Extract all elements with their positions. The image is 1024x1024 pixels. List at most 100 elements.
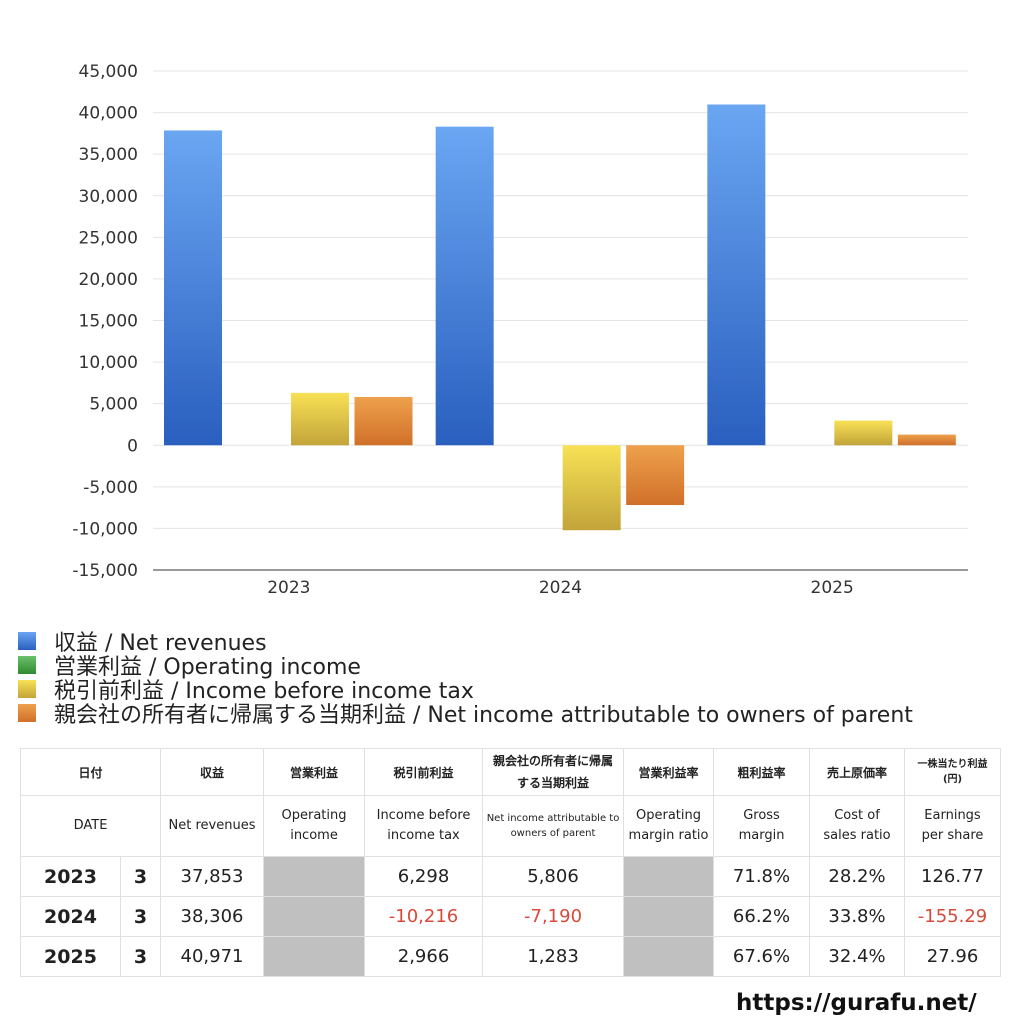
legend-item-net-revenues: 収益 / Net revenues bbox=[18, 629, 913, 656]
cell-month: 3 bbox=[119, 856, 162, 897]
legend-item-operating-income: 営業利益 / Operating income bbox=[18, 653, 913, 680]
header-cost-ja: 売上原価率 bbox=[809, 748, 906, 796]
header-date-ja: 日付 bbox=[19, 748, 162, 796]
header-operating-en: Operating income bbox=[263, 795, 366, 857]
y-tick-label: 40,000 bbox=[79, 104, 138, 124]
header-eps-ja: 一株当たり利益(円) bbox=[904, 748, 1002, 796]
cell-gross: 71.8% bbox=[713, 856, 811, 897]
header-net-en: Net income attributable to owners of par… bbox=[482, 795, 625, 857]
cell-month: 3 bbox=[119, 896, 162, 937]
cell-eps: 126.77 bbox=[904, 856, 1002, 897]
header-net-ja: 親会社の所有者に帰属する当期利益 bbox=[482, 748, 625, 796]
header-gross-ja: 粗利益率 bbox=[713, 748, 811, 796]
cell-operating bbox=[263, 856, 366, 897]
header-pretax-en: Income before income tax bbox=[364, 795, 484, 857]
header-eps-en-text: Earnings per share bbox=[921, 808, 984, 843]
table-row: 2023 3 37,853 6,298 5,806 71.8% 28.2% 12… bbox=[20, 856, 1002, 897]
cell-cost: 28.2% bbox=[809, 856, 906, 897]
header-cost-en-text: Cost of sales ratio bbox=[823, 808, 891, 843]
header-eps-ja-text: 一株当たり利益(円) bbox=[917, 759, 988, 785]
y-tick-label: 45,000 bbox=[79, 62, 138, 82]
cell-op-margin bbox=[623, 896, 715, 937]
bar-chart: 45,000 40,000 35,000 30,000 25,000 20,000 15,0… bbox=[72, 62, 968, 598]
header-op-margin-en: Operating margin ratio bbox=[623, 795, 715, 857]
bar-net-income-parent bbox=[897, 434, 956, 446]
x-tick-label: 2024 bbox=[539, 578, 582, 598]
cell-op-margin bbox=[623, 856, 715, 897]
header-revenue-ja: 収益 bbox=[160, 748, 265, 796]
legend-swatch-green bbox=[18, 656, 36, 674]
y-tick-label: 35,000 bbox=[79, 145, 138, 165]
header-op-margin-ja: 営業利益率 bbox=[623, 748, 715, 796]
cell-gross: 66.2% bbox=[713, 896, 811, 937]
legend-swatch-orange bbox=[18, 704, 36, 722]
cell-operating bbox=[263, 896, 366, 937]
cell-cost: 32.4% bbox=[809, 936, 906, 977]
cell-pretax: 6,298 bbox=[364, 856, 484, 897]
cell-revenue: 38,306 bbox=[160, 896, 265, 937]
cell-gross: 67.6% bbox=[713, 936, 811, 977]
cell-net: -7,190 bbox=[482, 896, 625, 937]
y-tick-label: 20,000 bbox=[79, 270, 138, 290]
legend-label: 親会社の所有者に帰属する当期利益 / Net income attributab… bbox=[54, 703, 913, 728]
table-row: 2024 3 38,306 -10,216 -7,190 66.2% 33.8%… bbox=[20, 896, 1002, 937]
legend-swatch-blue bbox=[18, 632, 36, 650]
y-tick-label: 10,000 bbox=[79, 353, 138, 373]
header-net-en-text: Net income attributable to owners of par… bbox=[486, 813, 620, 839]
header-gross-en-text: Gross margin bbox=[738, 808, 785, 843]
header-revenue-en: Net revenues bbox=[160, 795, 265, 857]
header-gross-en: Gross margin bbox=[713, 795, 811, 857]
header-operating-en-text: Operating income bbox=[281, 808, 347, 843]
header-row-en: DATE Net revenues Operating income Incom… bbox=[19, 795, 1002, 857]
y-tick-label: -15,000 bbox=[72, 561, 138, 581]
cell-operating bbox=[263, 936, 366, 977]
cell-eps: 27.96 bbox=[904, 936, 1002, 977]
legend-item-income-before-tax: 税引前利益 / Income before income tax bbox=[18, 677, 913, 704]
cell-revenue: 37,853 bbox=[160, 856, 265, 897]
bar-net-income-parent bbox=[626, 445, 685, 506]
x-tick-label: 2025 bbox=[811, 578, 854, 598]
cell-year: 2025 bbox=[20, 936, 121, 977]
header-cost-en: Cost of sales ratio bbox=[809, 795, 906, 857]
y-tick-label: 30,000 bbox=[79, 187, 138, 207]
cell-pretax: 2,966 bbox=[364, 936, 484, 977]
cell-year: 2024 bbox=[20, 896, 121, 937]
cell-month: 3 bbox=[119, 936, 162, 977]
header-op-margin-en-text: Operating margin ratio bbox=[628, 808, 709, 843]
y-tick-label: 25,000 bbox=[79, 228, 138, 248]
cell-net: 5,806 bbox=[482, 856, 625, 897]
cell-pretax: -10,216 bbox=[364, 896, 484, 937]
header-net-ja-text: 親会社の所有者に帰属する当期利益 bbox=[493, 754, 614, 790]
bar-net-revenues bbox=[164, 130, 222, 446]
chart-legend: 収益 / Net revenues 営業利益 / Operating incom… bbox=[18, 629, 913, 728]
cell-eps: -155.29 bbox=[904, 896, 1002, 937]
y-tick-label: 15,000 bbox=[79, 312, 138, 332]
y-tick-label: -10,000 bbox=[72, 519, 138, 539]
y-tick-label: 5,000 bbox=[89, 395, 138, 415]
header-eps-en: Earnings per share bbox=[904, 795, 1002, 857]
bar-income-before-tax bbox=[834, 420, 893, 446]
header-pretax-ja: 税引前利益 bbox=[364, 748, 484, 796]
cell-cost: 33.8% bbox=[809, 896, 906, 937]
legend-label: 税引前利益 / Income before income tax bbox=[54, 679, 474, 704]
cell-net: 1,283 bbox=[482, 936, 625, 977]
y-tick-label: 0 bbox=[127, 436, 138, 456]
source-url[interactable]: https://gurafu.net/ bbox=[736, 990, 977, 1016]
cell-year: 2023 bbox=[20, 856, 121, 897]
legend-label: 収益 / Net revenues bbox=[54, 631, 267, 656]
bar-net-revenues bbox=[435, 126, 494, 446]
financial-table: 日付 収益 営業利益 税引前利益 親会社の所有者に帰属する当期利益 営業利益率 … bbox=[19, 748, 1002, 977]
table-row: 2025 3 40,971 2,966 1,283 67.6% 32.4% 27… bbox=[20, 936, 1002, 977]
legend-item-net-income-parent: 親会社の所有者に帰属する当期利益 / Net income attributab… bbox=[18, 701, 913, 728]
bar-net-income-parent bbox=[354, 396, 413, 446]
cell-revenue: 40,971 bbox=[160, 936, 265, 977]
header-row-ja: 日付 収益 営業利益 税引前利益 親会社の所有者に帰属する当期利益 営業利益率 … bbox=[19, 748, 1002, 796]
header-date-en: DATE bbox=[19, 795, 162, 857]
legend-label: 営業利益 / Operating income bbox=[54, 655, 361, 680]
header-operating-ja: 営業利益 bbox=[263, 748, 366, 796]
header-pretax-en-text: Income before income tax bbox=[376, 808, 471, 843]
bar-income-before-tax bbox=[291, 392, 349, 446]
x-tick-label: 2023 bbox=[267, 578, 310, 598]
bar-income-before-tax bbox=[562, 445, 621, 531]
cell-op-margin bbox=[623, 936, 715, 977]
